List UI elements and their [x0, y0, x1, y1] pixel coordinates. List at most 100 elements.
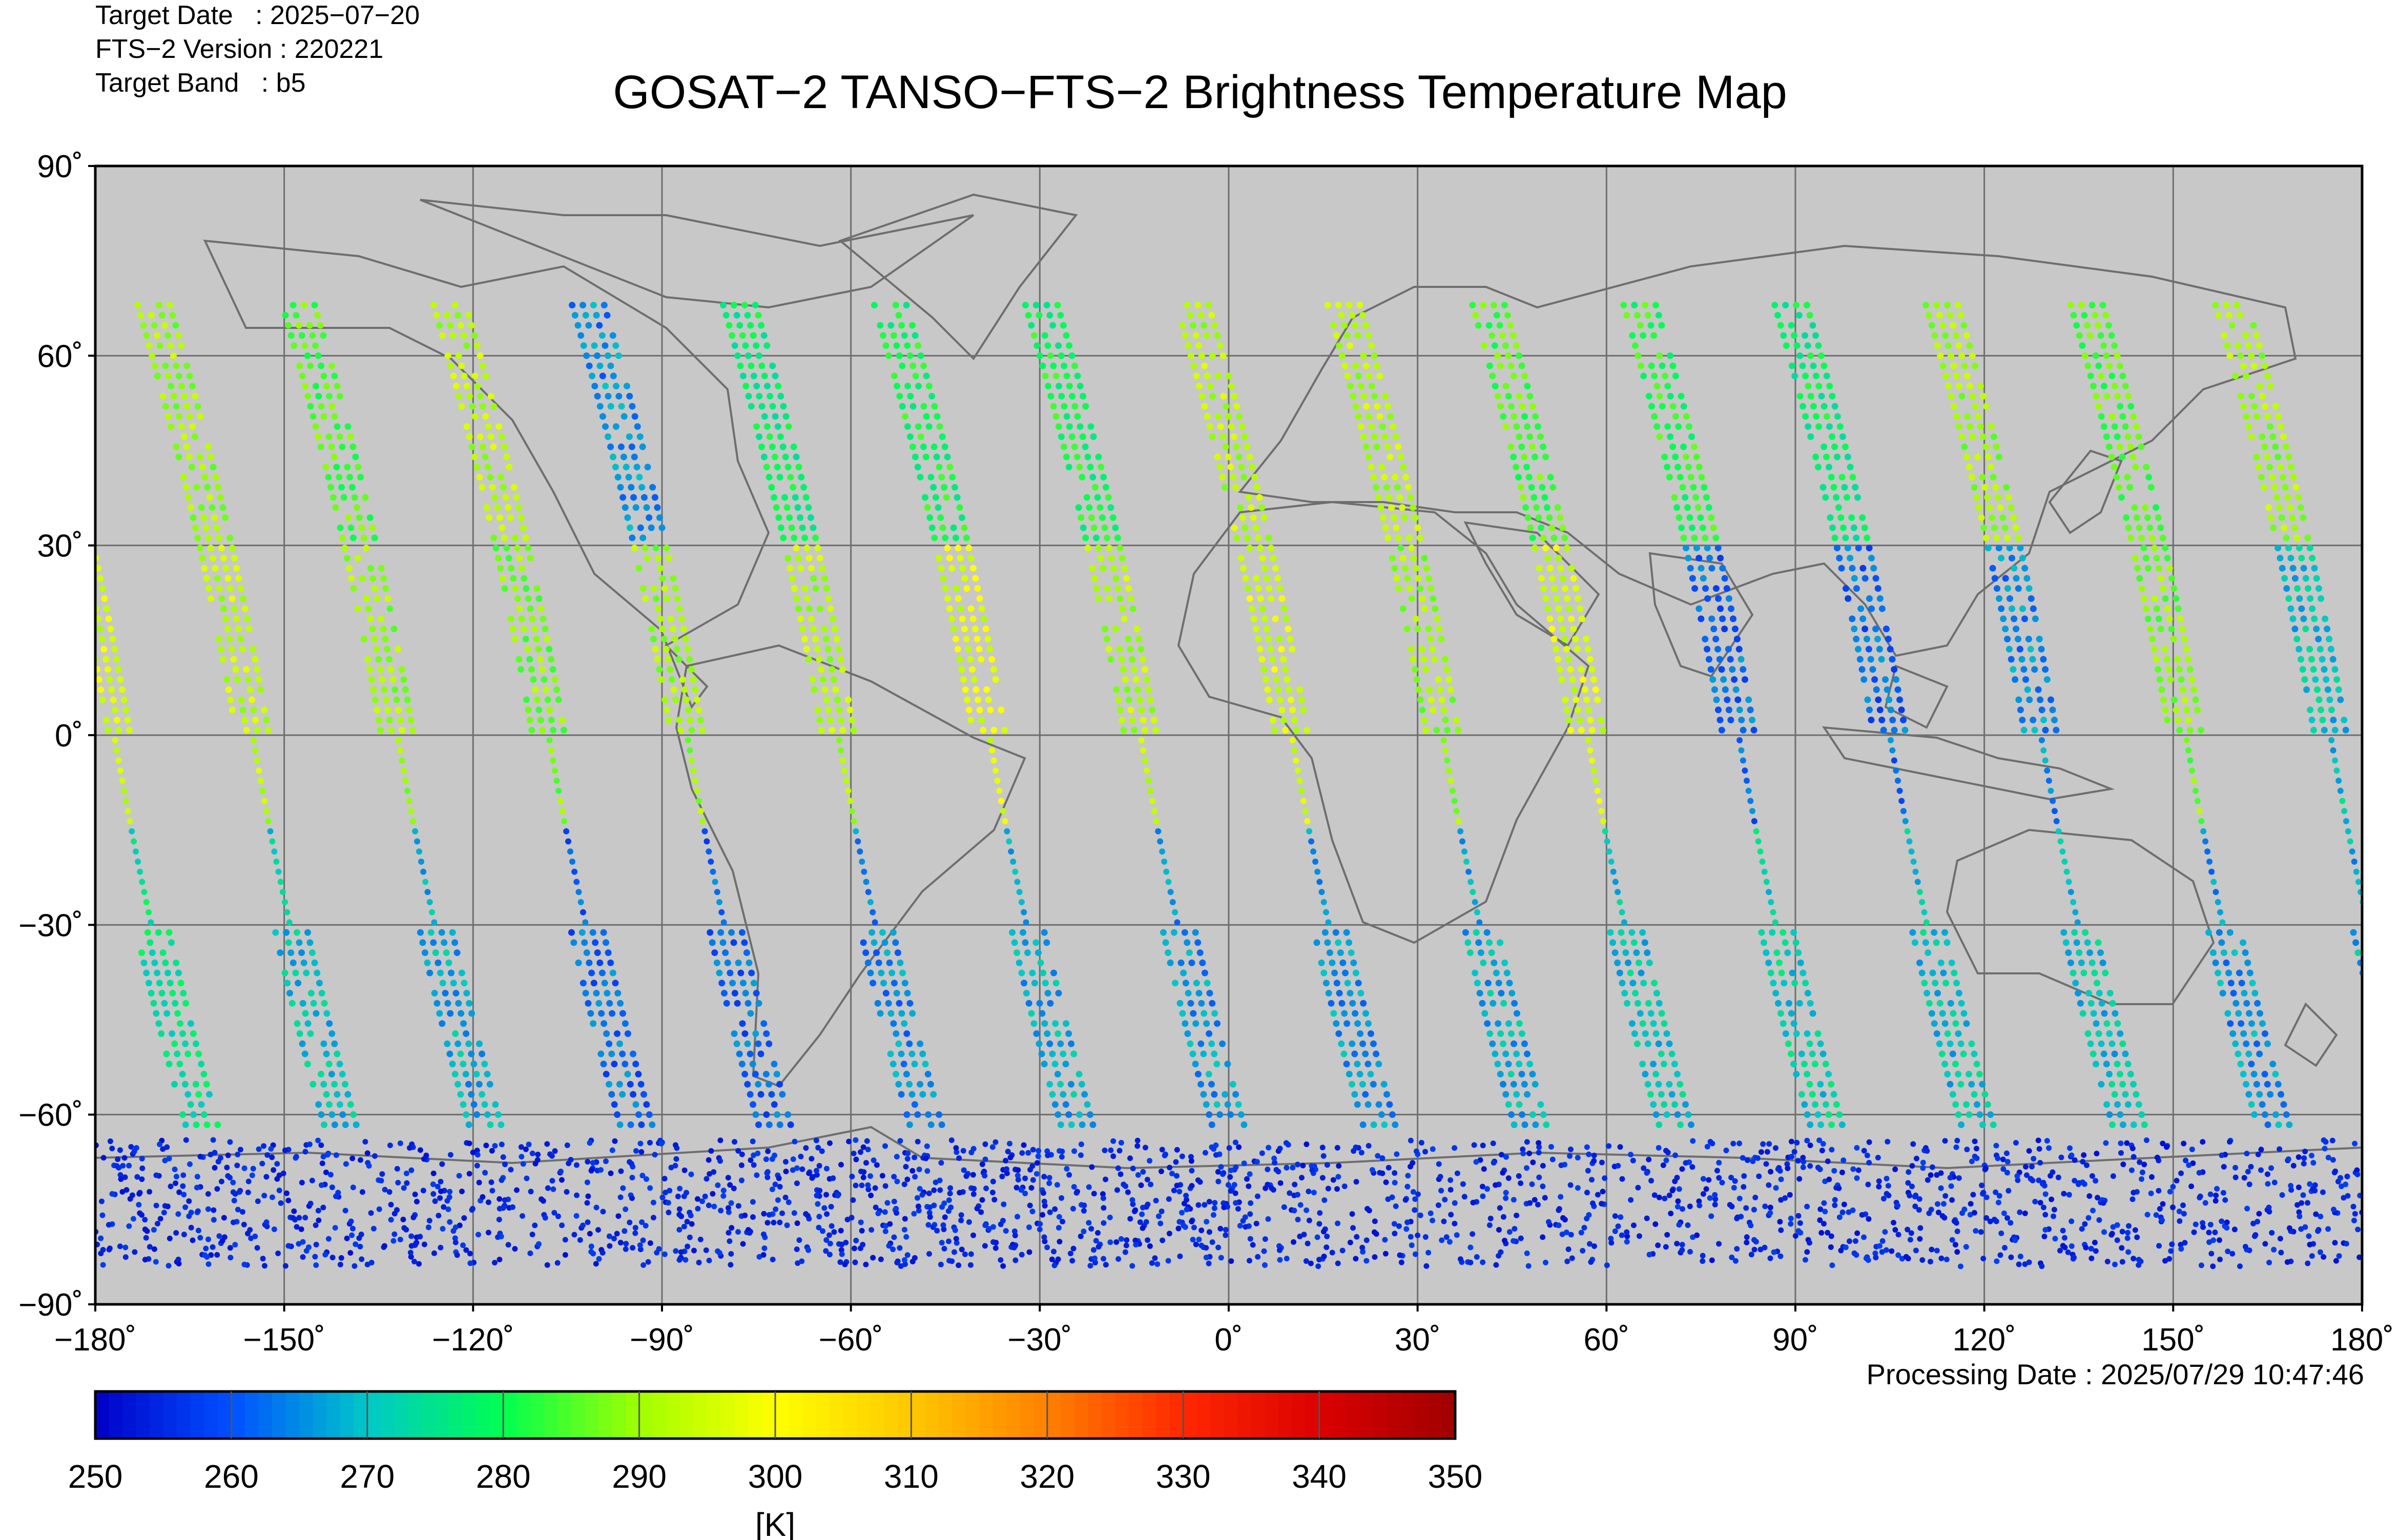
- track-point: [1819, 1148, 1825, 1154]
- track-point: [205, 1191, 211, 1197]
- track-point: [629, 1195, 635, 1201]
- track-point: [2078, 302, 2085, 309]
- track-point: [1492, 383, 1499, 390]
- track-point: [1320, 969, 1328, 976]
- track-point: [630, 1245, 636, 1251]
- track-point: [679, 676, 686, 683]
- track-point: [1040, 969, 1047, 976]
- track-point: [2010, 666, 2017, 673]
- track-point: [1617, 899, 1623, 905]
- track-point: [1335, 302, 1342, 309]
- track-point: [69, 595, 76, 602]
- track-point: [1258, 504, 1266, 511]
- track-point: [2093, 392, 2100, 400]
- track-point: [2021, 565, 2029, 572]
- track-point: [2222, 1197, 2228, 1203]
- track-point: [2220, 949, 2227, 956]
- track-point: [2153, 656, 2160, 663]
- track-point: [1816, 1137, 1823, 1143]
- track-point: [158, 311, 165, 319]
- track-point: [263, 808, 270, 815]
- track-point: [1068, 433, 1075, 440]
- track-point: [40, 383, 47, 389]
- track-point: [2296, 595, 2303, 602]
- track-point: [1921, 909, 1928, 915]
- track-point: [2381, 970, 2388, 976]
- track-point: [2309, 554, 2316, 561]
- track-point: [479, 362, 486, 369]
- track-point: [758, 322, 765, 329]
- track-point: [1030, 1177, 1036, 1183]
- track-point: [1687, 1203, 1693, 1210]
- track-point: [323, 1010, 330, 1017]
- track-point: [2124, 392, 2132, 400]
- track-point: [1906, 1169, 1912, 1175]
- track-point: [926, 1251, 933, 1257]
- track-point: [838, 1247, 844, 1253]
- track-point: [848, 716, 855, 723]
- track-point: [1021, 909, 1027, 915]
- track-point: [1075, 1071, 1083, 1078]
- track-point: [2258, 473, 2265, 481]
- track-point: [1780, 1020, 1787, 1027]
- track-point: [1567, 1153, 1573, 1159]
- track-point: [1036, 352, 1043, 359]
- track-point: [1484, 980, 1492, 987]
- track-point: [1402, 565, 1409, 572]
- track-point: [1912, 868, 1919, 875]
- track-point: [107, 626, 114, 633]
- track-point: [508, 1167, 514, 1173]
- track-point: [155, 302, 162, 309]
- track-point: [1889, 716, 1896, 723]
- track-point: [1882, 676, 1889, 683]
- track-point: [2298, 1226, 2304, 1232]
- track-point: [447, 969, 454, 976]
- track-point: [1415, 1191, 1421, 1197]
- track-point: [1876, 706, 1884, 714]
- track-point: [377, 726, 384, 734]
- track-point: [328, 403, 336, 410]
- track-point: [1510, 1080, 1517, 1088]
- track-point: [1847, 464, 1854, 471]
- track-point: [1289, 737, 1296, 743]
- track-point: [1580, 1247, 1586, 1254]
- track-point: [1293, 757, 1299, 764]
- track-point: [526, 656, 533, 663]
- track-point: [812, 635, 819, 642]
- track-point: [802, 494, 810, 501]
- track-point: [137, 311, 144, 319]
- track-point: [451, 1071, 459, 1078]
- track-point: [1176, 1219, 1183, 1225]
- track-point: [1629, 332, 1636, 339]
- track-point: [1656, 1144, 1662, 1151]
- track-point: [970, 676, 978, 683]
- track-point: [32, 433, 38, 440]
- track-point: [1511, 372, 1518, 380]
- track-point: [2047, 787, 2054, 794]
- track-point: [2031, 726, 2038, 734]
- track-point: [1206, 1111, 1213, 1118]
- track-point: [713, 959, 720, 966]
- track-point: [1162, 939, 1169, 946]
- track-point: [216, 585, 223, 592]
- track-point: [1169, 899, 1176, 905]
- track-point: [1071, 362, 1079, 369]
- track-point: [1809, 1010, 1816, 1017]
- track-point: [526, 1141, 532, 1148]
- track-point: [2162, 595, 2169, 602]
- track-point: [1447, 1187, 1454, 1193]
- track-point: [1346, 302, 1353, 309]
- track-point: [816, 1214, 822, 1220]
- track-point: [593, 311, 600, 319]
- track-point: [2272, 443, 2279, 450]
- track-point: [950, 524, 957, 531]
- track-point: [252, 747, 259, 754]
- track-point: [1394, 484, 1401, 491]
- track-point: [140, 959, 148, 966]
- track-point: [743, 949, 750, 956]
- track-point: [328, 362, 335, 369]
- track-point: [462, 1071, 469, 1078]
- track-point: [1060, 322, 1067, 329]
- track-point: [1802, 980, 1809, 987]
- track-point: [2233, 302, 2241, 309]
